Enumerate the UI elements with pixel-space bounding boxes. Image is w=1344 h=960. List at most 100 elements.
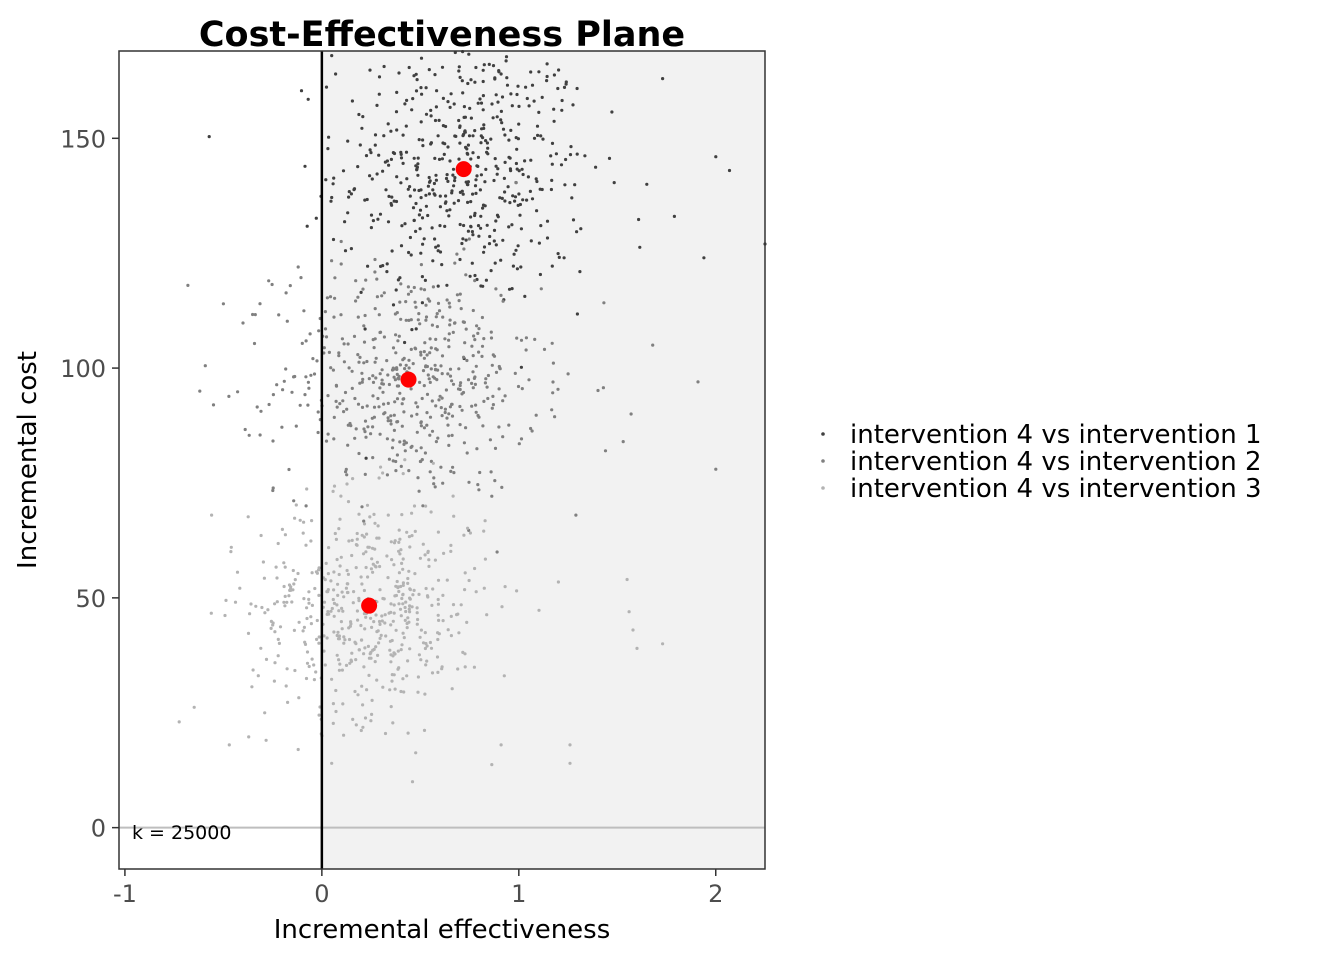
scatter-point-series-2-449: [395, 384, 399, 388]
scatter-point-series-3-172: [389, 660, 393, 664]
scatter-point-series-1-385: [507, 155, 511, 159]
scatter-point-series-3-392: [346, 582, 350, 586]
scatter-point-series-2-475: [453, 321, 457, 325]
scatter-point-series-3-138: [391, 721, 395, 725]
scatter-point-series-2-202: [369, 432, 373, 436]
scatter-point-series-2-189: [428, 415, 433, 419]
scatter-point-series-1-197: [564, 82, 568, 86]
scatter-point-series-3-451: [287, 583, 292, 587]
scatter-point-series-1-111: [457, 65, 461, 69]
scatter-point-series-3-346: [294, 503, 298, 507]
scatter-point-series-1-438: [389, 157, 393, 161]
scatter-point-series-3-59: [375, 536, 379, 540]
scatter-point-series-1-210: [535, 179, 539, 184]
scatter-point-series-1-406: [414, 72, 418, 76]
scatter-point-series-3-60: [368, 515, 372, 519]
scatter-point-series-2-418: [381, 390, 385, 394]
scatter-point-series-1-114: [387, 194, 391, 198]
scatter-point-series-2-67: [360, 371, 364, 375]
scatter-point-series-1-491: [445, 283, 449, 287]
scatter-point-series-2-308: [241, 321, 245, 325]
scatter-point-series-1-392: [493, 77, 497, 81]
scatter-point-series-2-3: [299, 276, 303, 280]
scatter-point-series-1-334: [415, 168, 419, 172]
scatter-point-series-3-329: [395, 579, 399, 584]
scatter-point-series-1-507: [453, 134, 457, 138]
scatter-point-series-3-344: [369, 719, 373, 723]
scatter-point-series-1-189: [306, 97, 310, 101]
scatter-point-series-2-375: [420, 458, 424, 462]
scatter-point-series-1-489: [499, 72, 503, 76]
scatter-point-series-3-160: [261, 560, 265, 564]
scatter-point-series-3-450: [392, 541, 397, 545]
scatter-point-series-1-0: [637, 217, 641, 222]
scatter-point-series-3-211: [246, 515, 250, 519]
scatter-point-series-3-296: [381, 471, 385, 475]
scatter-point-series-3-45: [400, 643, 404, 647]
scatter-point-series-1-217: [570, 196, 574, 200]
scatter-point-series-2-406: [430, 323, 434, 327]
scatter-point-series-3-287: [425, 594, 430, 598]
scatter-point-series-3-16: [331, 489, 335, 493]
scatter-point-series-1-428: [331, 182, 335, 186]
scatter-point-series-3-339: [379, 465, 383, 469]
scatter-point-series-1-212: [462, 115, 466, 119]
scatter-point-series-2-103: [448, 318, 452, 322]
scatter-point-series-3-226: [413, 572, 417, 576]
scatter-point-series-2-65: [446, 372, 450, 376]
scatter-point-series-2-290: [387, 457, 391, 461]
scatter-point-series-2-57: [331, 368, 335, 372]
scatter-point-series-2-114: [243, 427, 247, 432]
scatter-point-series-3-404: [283, 594, 287, 599]
scatter-point-series-2-192: [337, 351, 341, 355]
scatter-point-series-1-279: [332, 176, 336, 180]
scatter-point-series-2-171: [378, 386, 382, 390]
scatter-point-series-2-485: [345, 407, 349, 411]
scatter-point-series-2-58: [307, 386, 311, 390]
scatter-point-series-2-223: [292, 499, 296, 503]
scatter-point-series-2-350: [418, 322, 422, 326]
scatter-point-series-1-464: [492, 228, 497, 232]
scatter-point-series-2-450: [462, 320, 466, 324]
scatter-point-series-2-127: [270, 282, 274, 287]
scatter-point-series-1-239: [467, 52, 471, 56]
scatter-point-series-3-206: [307, 597, 311, 602]
scatter-point-series-3-343: [405, 626, 409, 630]
scatter-point-series-3-294: [449, 614, 453, 619]
scatter-point-series-1-289: [303, 164, 307, 168]
scatter-point-series-3-54: [425, 644, 429, 648]
scatter-point-series-3-492: [280, 527, 284, 532]
scatter-point-series-1-208: [507, 138, 511, 142]
scatter-point-series-3-462: [349, 658, 353, 662]
scatter-point-series-1-364: [501, 127, 506, 131]
scatter-point-series-3-493: [325, 636, 329, 640]
scatter-point-series-2-491: [317, 329, 321, 333]
scatter-point-series-2-182: [497, 387, 501, 391]
scatter-point-series-2-474: [361, 377, 365, 381]
scatter-point-series-2-22: [338, 402, 342, 406]
scatter-point-series-1-56: [424, 193, 428, 197]
scatter-point-series-3-250: [451, 603, 456, 607]
scatter-point-series-3-320: [466, 526, 470, 530]
scatter-point-series-2-17: [462, 441, 466, 445]
scatter-point-series-3-475: [399, 689, 403, 694]
scatter-point-series-2-394: [281, 388, 285, 392]
scatter-point-series-3-297: [353, 689, 357, 694]
scatter-point-series-1-fixed-11: [349, 247, 353, 251]
scatter-point-series-2-490: [449, 469, 453, 473]
scatter-point-series-1-178: [423, 278, 427, 282]
scatter-point-series-3-511: [337, 572, 341, 577]
scatter-point-series-1-19: [521, 198, 525, 202]
scatter-point-series-2-fixed-8: [621, 440, 625, 444]
scatter-point-series-2-419: [300, 341, 304, 345]
scatter-point-series-2-37: [453, 261, 457, 265]
scatter-point-series-2-465: [399, 282, 403, 286]
scatter-point-series-1-374: [515, 92, 519, 97]
scatter-point-series-2-509: [434, 315, 438, 319]
scatter-point-series-2-178: [395, 453, 399, 457]
scatter-point-series-1-30: [532, 99, 536, 103]
scatter-point-series-3-72: [421, 542, 425, 546]
scatter-point-series-1-366: [469, 78, 473, 82]
scatter-point-series-3-238: [338, 564, 342, 568]
